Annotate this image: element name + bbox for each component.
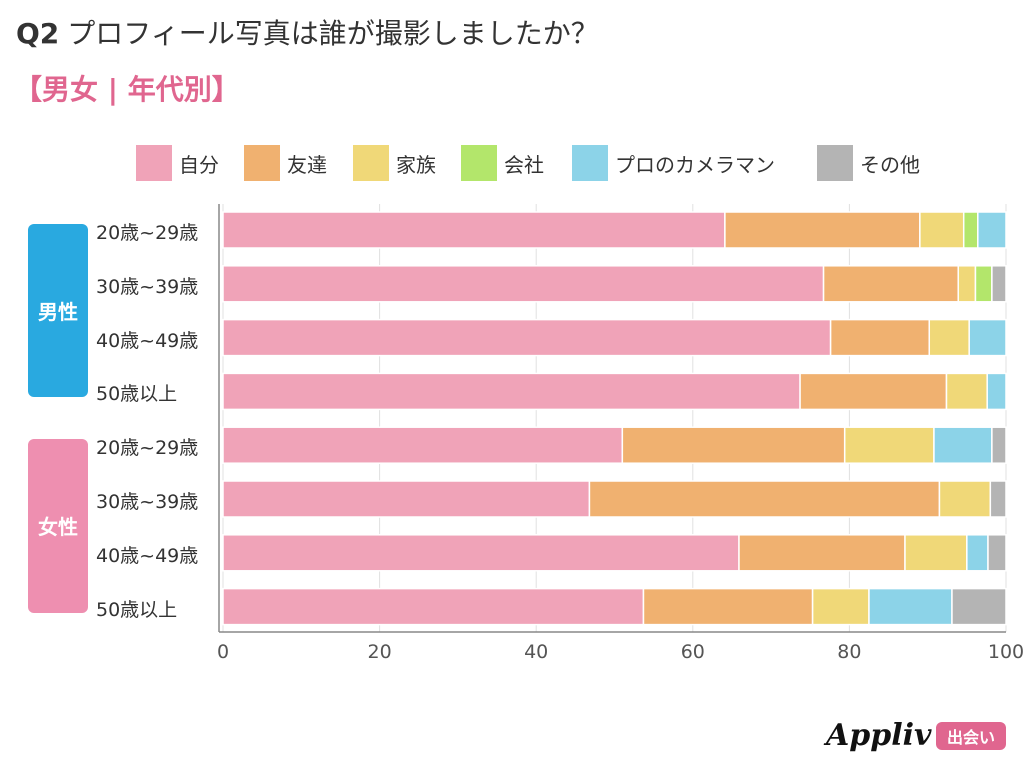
row-label: 20歳~29歳 [96, 222, 199, 244]
row-label: 30歳~39歳 [96, 275, 199, 298]
bar-segment [868, 587, 953, 626]
bar-segment [951, 587, 1007, 626]
bar-segment [933, 426, 993, 464]
legend-swatch [572, 145, 608, 181]
bar-segment [222, 587, 645, 626]
bar-segment [222, 372, 801, 411]
row-label: 50歳以上 [96, 598, 178, 621]
legend-label: 自分 [179, 153, 219, 177]
bar-segment [919, 211, 965, 249]
x-tick-label: 100 [988, 641, 1024, 663]
question-text: プロフィール写真は誰が撮影しましたか？ [67, 17, 599, 50]
x-tick-label: 20 [368, 641, 392, 663]
bar-segment [945, 372, 988, 411]
bar-segment [222, 426, 624, 464]
chart-subtitle: 【男女 | 年代別】 [14, 73, 240, 106]
logo-text: Appliv [826, 718, 932, 753]
bar-segment [222, 265, 825, 303]
bar-segment [799, 372, 948, 411]
bar-segment [989, 480, 1007, 518]
legend-swatch [461, 145, 497, 181]
group-label-female: 女性 [28, 439, 88, 613]
row-label: 40歳~49歳 [96, 544, 199, 567]
bar-segment [642, 587, 814, 626]
legend-swatch [353, 145, 389, 181]
logo-badge: 出会い [936, 722, 1006, 750]
bar-segment [938, 480, 992, 518]
bar-segment [974, 265, 993, 303]
legend-label: 家族 [396, 153, 436, 177]
bar-segment [987, 534, 1007, 572]
bar-segment [222, 318, 832, 357]
legend-swatch [136, 145, 172, 181]
bar-segment [986, 372, 1007, 411]
legend-label: プロのカメラマン [615, 153, 775, 177]
bar-segment [738, 534, 906, 572]
bar-segment [991, 265, 1007, 303]
bar-segment [843, 426, 935, 464]
bar-segment [962, 211, 979, 249]
x-tick-label: 60 [681, 641, 705, 663]
bar-segment [968, 318, 1007, 357]
x-tick-label: 80 [837, 641, 861, 663]
row-label: 20歳~29歳 [96, 437, 199, 460]
bar-segment [621, 426, 846, 464]
group-label-male: 男性 [28, 224, 88, 398]
legend-swatch [244, 145, 280, 181]
legend-swatch [817, 145, 853, 181]
x-tick-label: 40 [524, 641, 548, 663]
bar-segment [222, 211, 726, 249]
bar-segment [724, 211, 921, 249]
bar-segment [222, 480, 591, 518]
legend-label: 会社 [504, 153, 544, 177]
bar-segment [222, 534, 740, 572]
row-label: 30歳~39歳 [96, 491, 199, 513]
bar-segment [811, 587, 870, 626]
bar-segment [991, 426, 1007, 464]
row-label: 40歳~49歳 [96, 329, 199, 352]
question-number: Q2 [16, 17, 60, 50]
row-label: 50歳以上 [96, 383, 178, 406]
bar-segment [829, 318, 931, 357]
bar-segment [966, 534, 989, 572]
bar-segment [822, 265, 959, 303]
legend-label: その他 [860, 153, 920, 177]
bar-segment [904, 534, 968, 572]
bar-segment [977, 211, 1007, 249]
bar-segment [928, 318, 970, 357]
x-tick-label: 0 [217, 641, 229, 663]
bar-segment [588, 480, 941, 518]
legend-label: 友達 [287, 153, 327, 177]
chart-title: Q2 プロフィール写真は誰が撮影しましたか？ [16, 12, 599, 52]
bar-segment [957, 265, 977, 303]
